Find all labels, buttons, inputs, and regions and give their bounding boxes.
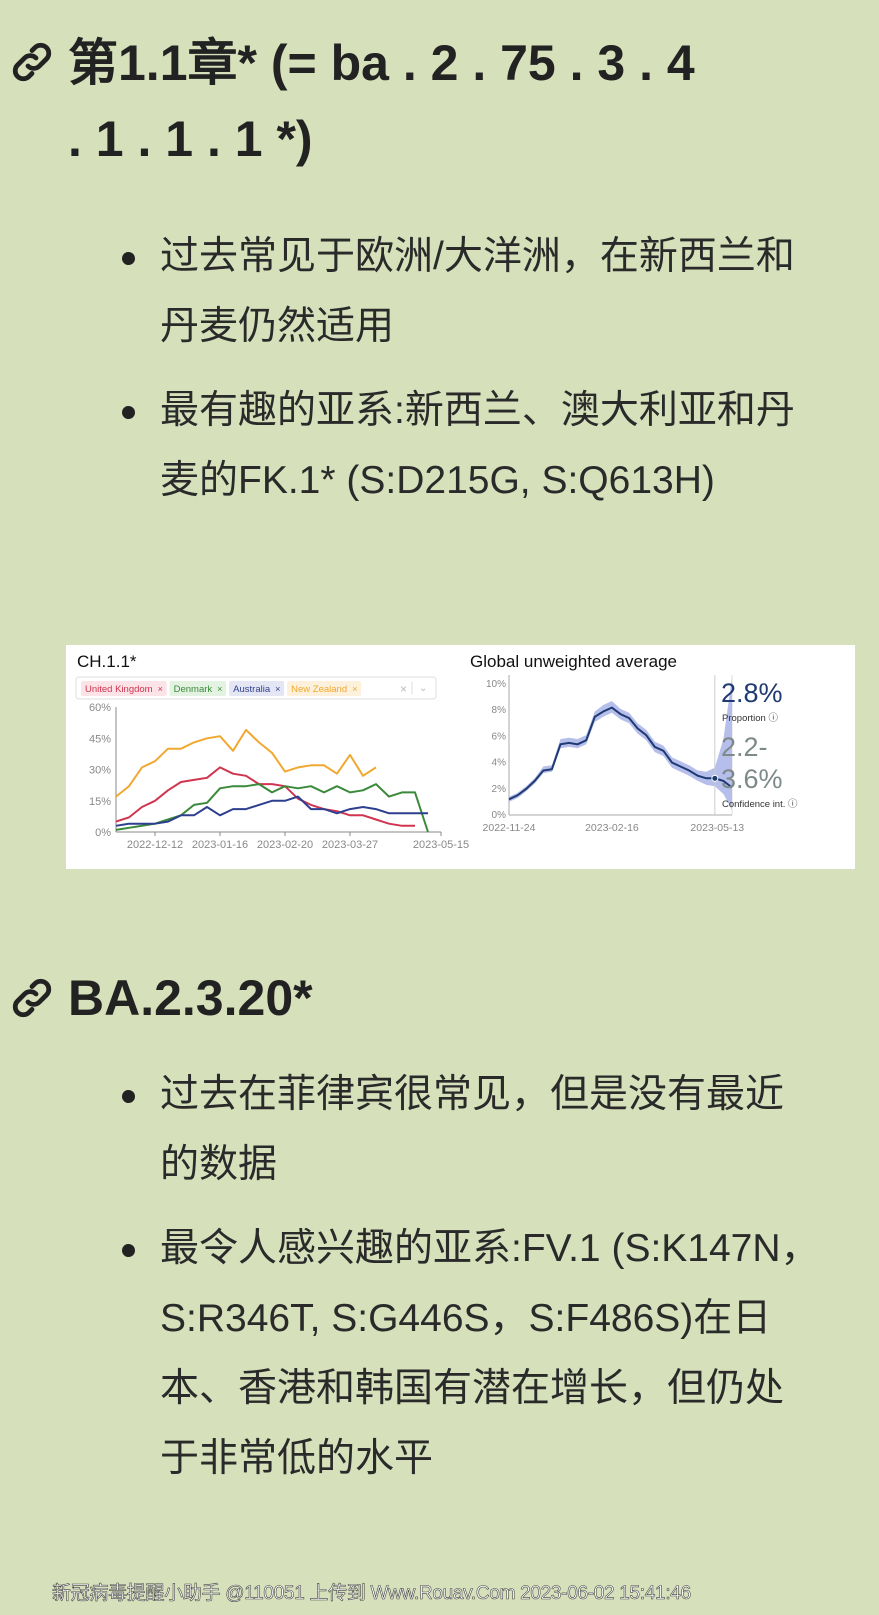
y-tick-label: 30% (89, 765, 111, 777)
y-tick-label: 0% (95, 827, 111, 839)
filter-chip-0 (81, 681, 167, 696)
list-item: 最有趣的亚系:新西兰、澳大利亚和丹麦的FK.1* (S:D215G, S:Q61… (122, 376, 820, 516)
filter-chip-label: Australia (233, 684, 271, 695)
y-tick-label: 45% (89, 733, 111, 745)
proportion-label: Proportion ⓘ (722, 713, 778, 724)
series-line-united-kingdom (115, 766, 415, 827)
chevron-down-icon: ⌄ (419, 683, 427, 694)
series-line-new-zealand (115, 728, 377, 798)
x-tick-label: 2022-12-12 (127, 839, 183, 851)
x-tick-label: 2023-03-27 (322, 839, 378, 851)
list-item: 过去在菲律宾很常见，但是没有最近的数据 (122, 1060, 820, 1200)
x-tick-label: 2023-05-15 (413, 839, 469, 851)
y-tick-label: 8% (492, 705, 507, 716)
ci-label: Confidence int. ⓘ (722, 799, 798, 810)
filter-chip-1 (169, 681, 227, 696)
confidence-band (509, 677, 732, 810)
filter-chip-label: New Zealand (291, 684, 347, 695)
series-line-australia (115, 795, 428, 827)
marker-point (711, 774, 719, 782)
x-tick-label: 2023-05-13 (690, 822, 744, 834)
heading-line-1: 第1.1章* (= ba . 2 . 75 . 3 . 4 (68, 35, 695, 91)
y-tick-label: 60% (89, 702, 111, 714)
proportion-value: 2.8% (721, 678, 783, 708)
chip-remove-icon: × (275, 684, 280, 694)
y-tick-label: 15% (89, 796, 111, 808)
x-tick-label: 2023-02-16 (585, 822, 639, 834)
section-heading: 第1.1章* (= ba . 2 . 75 . 3 . 4 . 1 . 1 . 1… (68, 25, 868, 177)
charts-svg: CH.1.1* United Kingdom × Denmark × Australia ×… (75, 652, 798, 851)
link-icon[interactable] (8, 974, 56, 1022)
section-heading: BA.2.3.20* (68, 970, 313, 1026)
y-tick-label: 0% (492, 810, 507, 821)
x-tick-label: 2022-11-24 (483, 822, 536, 834)
chip-remove-icon: × (352, 684, 357, 694)
ci-value: 2.2- (721, 732, 768, 762)
chart-title: Global unweighted average (470, 652, 677, 671)
y-tick-label: 10% (486, 679, 506, 690)
filter-chip-2 (229, 681, 285, 696)
series-line-denmark (115, 783, 429, 833)
filter-chip-3 (287, 681, 362, 696)
x-tick-label: 2023-01-16 (192, 839, 248, 851)
y-tick-label: 2% (492, 784, 507, 795)
bullet-list: 过去常见于欧洲/大洋洲，在新西兰和丹麦仍然适用 最有趣的亚系:新西兰、澳大利亚和… (122, 222, 820, 530)
list-item: 过去常见于欧洲/大洋洲，在新西兰和丹麦仍然适用 (122, 222, 820, 362)
link-icon[interactable] (8, 38, 56, 86)
chip-remove-icon: × (217, 684, 222, 694)
list-item: 最令人感兴趣的亚系:FV.1 (S:K147N，S:R346T, S:G446S… (122, 1214, 820, 1494)
bullet-list: 过去在菲律宾很常见，但是没有最近的数据 最令人感兴趣的亚系:FV.1 (S:K1… (122, 1060, 820, 1508)
y-tick-label: 4% (492, 758, 507, 769)
clear-icon: × (400, 682, 407, 696)
x-tick-label: 2023-02-20 (257, 839, 313, 851)
chart-title: CH.1.1* (77, 652, 137, 671)
ci-value: 3.6% (721, 764, 783, 794)
chart-image: CH.1.1* United Kingdom × Denmark × Australia ×… (66, 645, 855, 869)
filter-chip-label: United Kingdom (85, 684, 153, 695)
chip-remove-icon: × (158, 684, 163, 694)
proportion-line (508, 706, 733, 801)
filter-chip-label: Denmark (174, 684, 213, 695)
heading-line-2: . 1 . 1 . 1 *) (68, 111, 313, 167)
watermark: 新冠病毒提醒小助手 @110051 上传到 Www.Rouav.Com 2023… (52, 1583, 692, 1605)
y-tick-label: 6% (492, 731, 507, 742)
